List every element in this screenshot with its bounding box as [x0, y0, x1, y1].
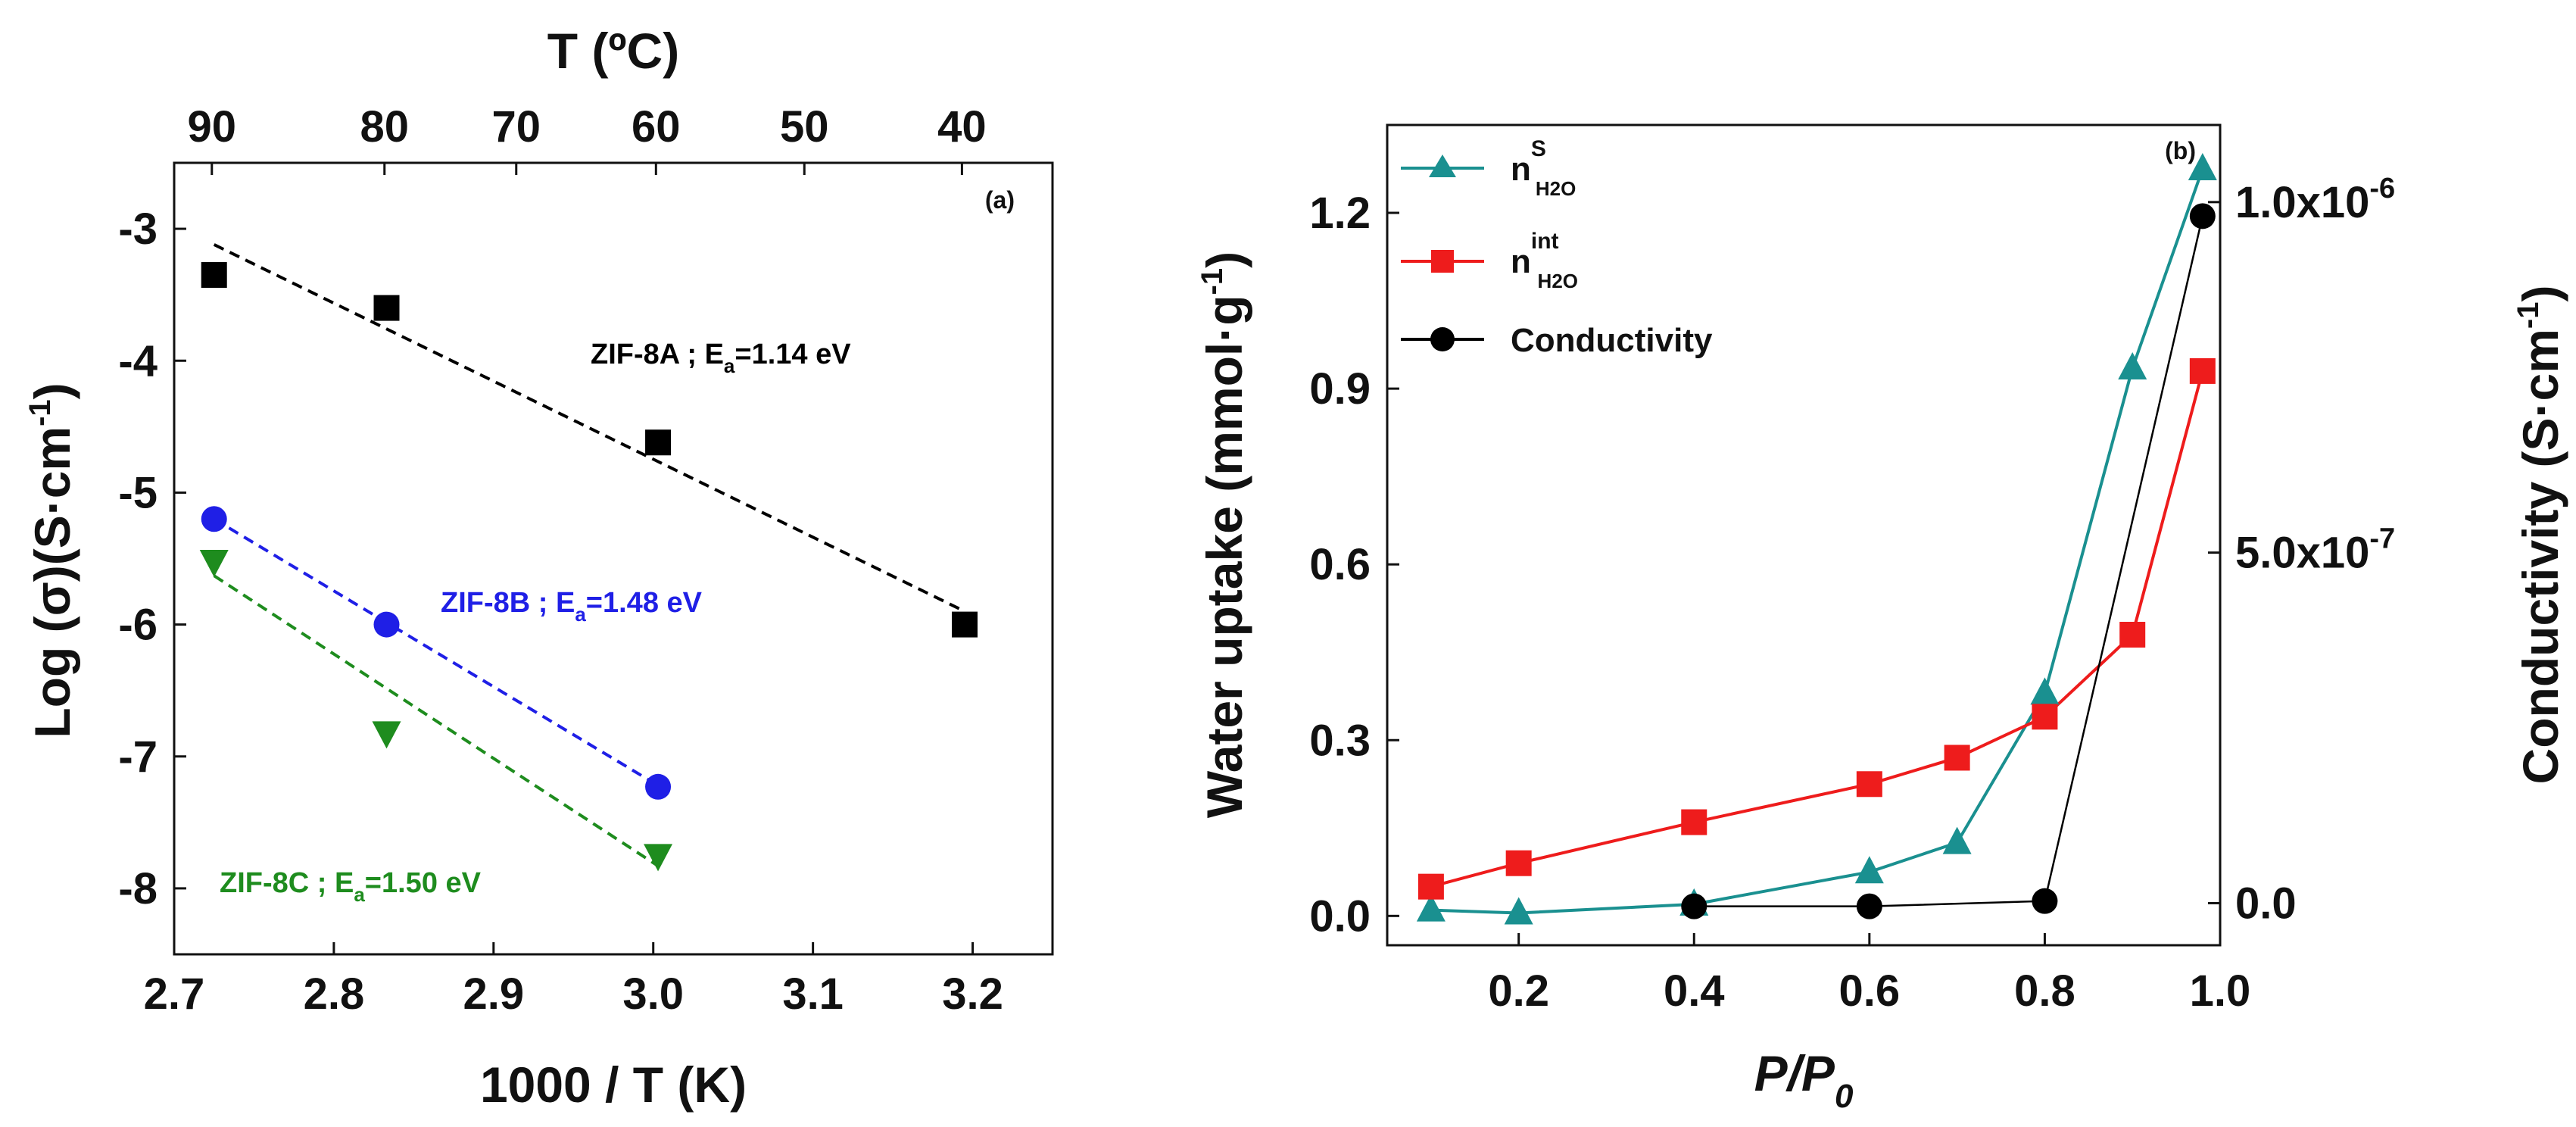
legend-marker-conductivity	[1430, 327, 1455, 351]
panel-b-x-tick-label: 0.8	[2014, 966, 2075, 1016]
data-point-conductivity	[2032, 888, 2058, 914]
data-point-conductivity	[1681, 893, 1707, 919]
data-point-n-h2o-s	[2188, 153, 2217, 181]
panel-a-x-tick-label: 3.0	[622, 969, 684, 1019]
panel-b-plot-frame	[1386, 123, 2222, 947]
panel-b-y2-tick-label: 0.0	[2235, 879, 2297, 928]
panel-b-x-tick-label: 0.4	[1664, 966, 1725, 1016]
panel-b-chart: 0.2 0.4 0.6 0.8 1.0 0.0 0.3 0.6 0.9 1.2 0.0 5.0x10-…	[1196, 123, 2568, 1115]
panel-a-y-title-main: Log (σ)(S·cm	[24, 426, 80, 738]
data-point-zif-8a	[373, 295, 400, 321]
data-point-zif-8a	[952, 611, 978, 638]
data-point-n-h2o-int	[1856, 771, 1882, 798]
data-point-n-h2o-s	[1854, 856, 1884, 884]
panel-a-x-tick-label: 3.1	[782, 969, 844, 1019]
panel-a-x-tick-label: 2.8	[304, 969, 365, 1019]
data-point-zif-8c	[199, 549, 229, 577]
data-point-n-h2o-s	[1504, 897, 1533, 925]
panel-a-data-points	[199, 262, 978, 872]
data-point-n-h2o-s	[1942, 826, 1972, 854]
series-line-n-h2o-int	[1430, 370, 2204, 888]
legend-marker-n-s	[1429, 155, 1456, 177]
legend-label-n-int: nint H2O	[1511, 229, 1578, 292]
data-point-conductivity	[2189, 203, 2216, 229]
fit-line-zif-8a	[213, 243, 965, 613]
annotation-zif-8c: ZIF-8C ; Ea=1.50 eV	[220, 867, 482, 906]
data-point-n-h2o-int	[1505, 850, 1532, 876]
panel-a-top-tick-label: 70	[492, 102, 541, 151]
panel-a-fit-lines	[213, 243, 965, 867]
panel-b-y-tick-label: 0.6	[1309, 540, 1371, 589]
data-point-zif-8a	[201, 262, 227, 289]
data-point-n-h2o-int	[1944, 745, 1970, 771]
panel-a-y-tick-label: -6	[118, 601, 157, 650]
panel-a-top-tick-label: 50	[780, 102, 829, 151]
data-point-conductivity	[1856, 893, 1882, 919]
data-point-zif-8c	[372, 721, 401, 749]
annotation-zif-8a: ZIF-8A ; Ea=1.14 eV	[591, 339, 851, 377]
panel-b-y2-tick-label: 1.0x10-6	[2235, 173, 2395, 227]
panel-b-y-tick-label: 1.2	[1309, 189, 1371, 238]
panel-b-x-tick-label: 1.0	[2190, 966, 2251, 1016]
data-point-n-h2o-s	[2030, 677, 2060, 705]
series-line-n-h2o-s	[1430, 168, 2204, 915]
panel-a-top-tick-label: 90	[188, 102, 237, 151]
panel-a-y-axis-title: Log (σ)(S·cm-1)	[23, 382, 80, 738]
fit-line-zif-8b	[213, 517, 660, 787]
panel-b-x-axis-title: P/P0	[1754, 1045, 1854, 1115]
data-point-zif-8b	[201, 506, 227, 532]
panel-b-y-tick-label: 0.0	[1309, 891, 1371, 941]
panel-b-legend: nS H2O nint H2O Conductivity	[1401, 136, 1713, 359]
data-point-n-h2o-int	[2119, 622, 2146, 648]
panel-a-top-tick-label: 80	[360, 102, 410, 151]
panel-a-x-tick-label: 2.7	[144, 969, 205, 1019]
annotation-zif-8b: ZIF-8B ; Ea=1.48 eV	[441, 587, 703, 626]
panel-a-x-tick-label: 3.2	[942, 969, 1003, 1019]
panel-a-y-tick-label: -4	[118, 336, 157, 386]
panel-b-y-tick-label: 0.3	[1309, 716, 1371, 765]
panel-b-y-axis-title: Water uptake (mmol·g-1)	[1196, 251, 1252, 818]
panel-a-label: (a)	[985, 186, 1015, 214]
data-point-n-h2o-int	[1681, 809, 1707, 835]
panel-a-chart: 2.7 2.8 2.9 3.0 3.1 3.2 -3 -4 -5 -6 -7 -8 90 80 70 60 50…	[23, 23, 1054, 1113]
series-line-conductivity	[1694, 216, 2204, 907]
panel-a-ticks: 2.7 2.8 2.9 3.0 3.1 3.2 -3 -4 -5 -6 -7 -8 90 80 70 60 50…	[118, 102, 1003, 1019]
data-point-n-h2o-int	[2189, 357, 2216, 384]
panel-a-top-axis-title: T (ºC)	[547, 23, 679, 79]
panel-a-top-tick-label: 60	[632, 102, 681, 151]
data-point-zif-8c	[644, 844, 673, 872]
data-point-n-h2o-int	[2032, 704, 2058, 730]
panel-a-y-title-close: )	[24, 382, 80, 399]
panel-b-y2-axis-title: Conductivity (S·cm-1)	[2512, 286, 2568, 785]
panel-a-x-tick-label: 2.9	[463, 969, 524, 1019]
panel-a-y-tick-label: -8	[118, 864, 157, 913]
panel-a-top-tick-label: 40	[937, 102, 987, 151]
fit-line-zif-8c	[213, 574, 660, 867]
panel-a-y-tick-label: -3	[118, 204, 157, 254]
panel-a-y-tick-label: -7	[118, 732, 157, 782]
data-point-zif-8a	[645, 429, 672, 456]
panel-a-y-title-sup: -1	[23, 399, 57, 426]
legend-label-conductivity: Conductivity	[1511, 322, 1713, 359]
legend-marker-n-int	[1431, 250, 1454, 273]
panel-b-ticks: 0.2 0.4 0.6 0.8 1.0 0.0 0.3 0.6 0.9 1.2 0.0 5.0x10-…	[1309, 173, 2395, 1016]
panel-b-x-tick-label: 0.2	[1488, 966, 1549, 1016]
data-point-n-h2o-int	[1417, 873, 1444, 900]
data-point-zif-8b	[373, 611, 400, 638]
legend-label-n-s: nS H2O	[1511, 136, 1576, 200]
panel-b-label: (b)	[2165, 137, 2196, 164]
panel-b-y-tick-label: 0.9	[1309, 364, 1371, 414]
panel-b-data-points	[1416, 153, 2217, 925]
panel-a-y-tick-label: -5	[118, 468, 157, 517]
data-point-zif-8b	[645, 773, 672, 800]
panel-a-plot-frame	[173, 161, 1054, 956]
panel-b-y2-tick-label: 5.0x10-7	[2235, 523, 2395, 578]
panel-b-series-lines	[1430, 168, 2204, 915]
data-point-n-h2o-s	[1416, 894, 1445, 922]
panel-b-x-tick-label: 0.6	[1839, 966, 1901, 1016]
data-point-n-h2o-s	[2118, 352, 2147, 380]
panel-a-x-axis-title: 1000 / T (K)	[480, 1057, 747, 1113]
